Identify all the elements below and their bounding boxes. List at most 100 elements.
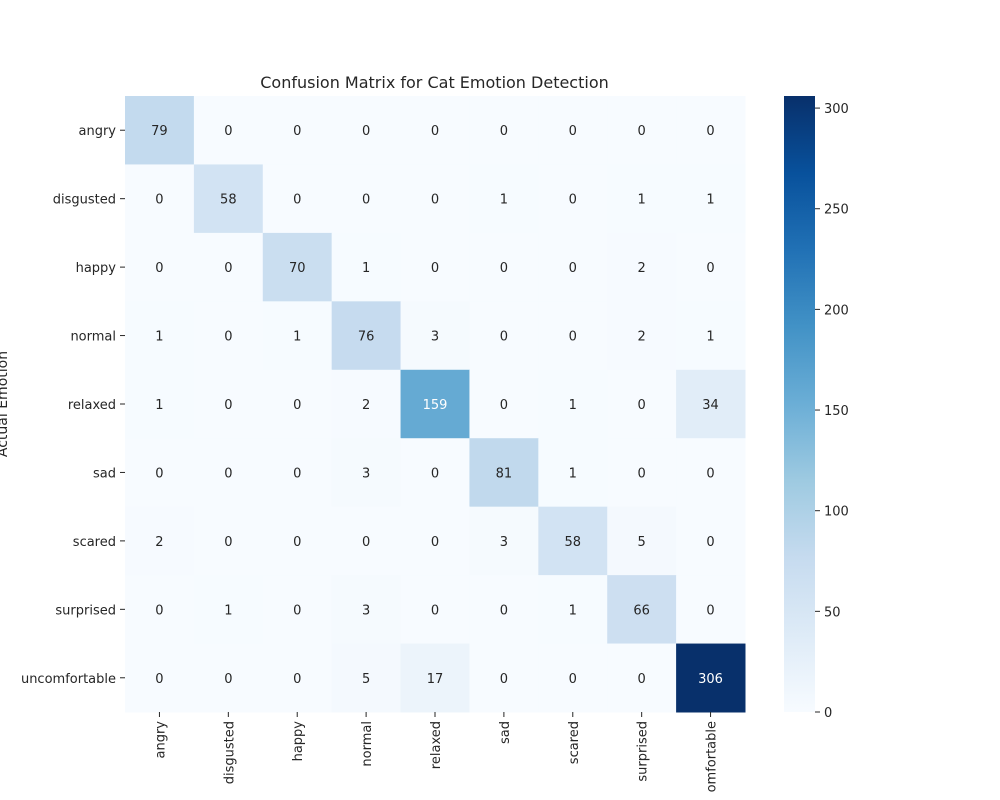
cell-value-label: 0 [638, 466, 646, 481]
cell-value-label: 306 [698, 672, 723, 687]
heatmap-cell [331, 643, 402, 713]
heatmap-cell [125, 506, 195, 576]
heatmap-cell [193, 575, 264, 645]
x-tick-label: scared [567, 721, 582, 764]
cell-value-label: 17 [427, 672, 444, 687]
heatmap-cell [193, 506, 264, 576]
cell-value-label: 0 [638, 124, 646, 139]
cell-value-label: 2 [362, 398, 370, 413]
heatmap-cell [469, 643, 539, 713]
cell-value-label: 0 [155, 261, 163, 276]
cell-value-label: 0 [500, 672, 508, 687]
cell-value-label: 0 [569, 124, 577, 139]
cell-value-label: 0 [706, 124, 714, 139]
cell-value-label: 0 [638, 398, 646, 413]
cell-value-label: 1 [638, 193, 646, 208]
heatmap-cell [125, 643, 195, 713]
cell-value-label: 66 [633, 603, 650, 618]
heatmap-cell [400, 506, 470, 576]
heatmap-cell [400, 438, 470, 508]
cell-value-label: 81 [496, 466, 513, 481]
heatmap-cell [331, 232, 402, 302]
heatmap-cell [262, 232, 333, 302]
cell-value-label: 0 [224, 672, 232, 687]
cell-value-label: 5 [638, 535, 646, 550]
cell-value-label: 0 [362, 535, 370, 550]
cell-value-label: 1 [706, 330, 714, 345]
cell-value-label: 0 [293, 466, 301, 481]
cell-value-label: 76 [358, 330, 375, 345]
cell-value-label: 0 [293, 193, 301, 208]
cell-value-label: 0 [569, 330, 577, 345]
cell-value-label: 0 [706, 603, 714, 618]
heatmap-cell [331, 438, 402, 508]
y-tick-label: sad [93, 466, 116, 481]
heatmap-cell [607, 96, 677, 165]
row-labels: angry disgusted happy normal relaxed sad scare… [21, 124, 125, 687]
cell-value-label: 0 [569, 261, 577, 276]
heatmap-cell [125, 96, 195, 165]
heatmap-cell [676, 438, 746, 508]
heatmap-cell [331, 164, 402, 234]
cell-value-label: 0 [224, 466, 232, 481]
colorbar: 0 50 100 150 200 250 300 [784, 96, 849, 721]
heatmap-cell [262, 369, 333, 439]
y-tick-label: scared [73, 535, 116, 550]
cell-value-label: 1 [706, 193, 714, 208]
heatmap-cell [331, 369, 402, 439]
heatmap-cell [676, 301, 746, 371]
heatmap-cell [193, 96, 264, 165]
cell-value-label: 2 [155, 535, 163, 550]
cell-value-label: 5 [362, 672, 370, 687]
cell-value-label: 0 [500, 124, 508, 139]
x-tick-label: surprised [636, 721, 651, 782]
y-tick-label: relaxed [68, 398, 116, 413]
cell-value-label: 0 [638, 672, 646, 687]
heatmap-cell [400, 232, 470, 302]
cell-value-label: 0 [706, 466, 714, 481]
heatmap-cell [125, 164, 195, 234]
heatmap-cell [400, 164, 470, 234]
cell-value-label: 0 [362, 193, 370, 208]
x-tick-label: happy [291, 721, 306, 762]
cell-value-label: 0 [224, 535, 232, 550]
heatmap-cell [538, 301, 608, 371]
heatmap-cell [469, 232, 539, 302]
cell-value-label: 1 [155, 398, 163, 413]
heatmap-cell [607, 369, 677, 439]
heatmap-cell [676, 643, 746, 713]
cell-value-label: 58 [220, 193, 237, 208]
colorbar-tick-label: 150 [824, 404, 849, 419]
cell-value-label: 0 [431, 193, 439, 208]
cell-value-label: 79 [151, 124, 168, 139]
cell-value-label: 3 [362, 466, 370, 481]
cell-value-label: 0 [362, 124, 370, 139]
cell-value-label: 3 [431, 330, 439, 345]
heatmap-cell [676, 232, 746, 302]
heatmap-cell [193, 232, 264, 302]
cell-value-label: 0 [431, 466, 439, 481]
cell-value-label: 34 [702, 398, 719, 413]
y-tick-label: happy [76, 261, 117, 276]
heatmap-cell [193, 643, 264, 713]
colorbar-tick-label: 250 [824, 203, 849, 218]
cell-value-label: 0 [224, 330, 232, 345]
colorbar-tick-label: 50 [824, 605, 841, 620]
chart-title: Confusion Matrix for Cat Emotion Detecti… [260, 73, 609, 92]
cell-value-label: 0 [431, 535, 439, 550]
y-tick-label: angry [79, 124, 117, 139]
heatmap-cell [469, 369, 539, 439]
cell-value-label: 1 [362, 261, 370, 276]
cell-value-label: 1 [500, 193, 508, 208]
cell-value-label: 0 [500, 398, 508, 413]
colorbar-tick-label: 0 [824, 706, 832, 721]
heatmap-cell [400, 643, 470, 713]
heatmap-cell [193, 438, 264, 508]
heatmap-cell [469, 438, 539, 508]
colorbar-gradient [784, 96, 815, 712]
heatmap-cell [125, 438, 195, 508]
heatmap-cell [469, 164, 539, 234]
heatmap-cell [607, 438, 677, 508]
heatmap-cell [538, 96, 608, 165]
